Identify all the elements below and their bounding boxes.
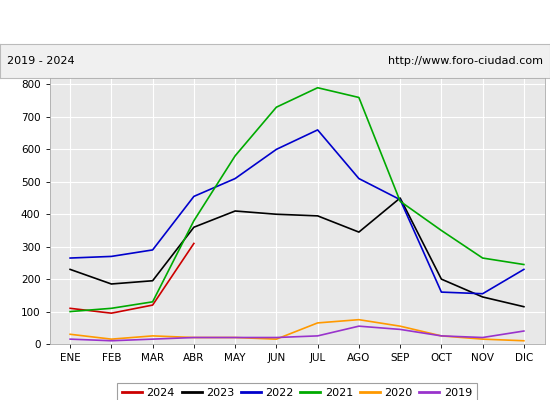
Text: http://www.foro-ciudad.com: http://www.foro-ciudad.com [388, 56, 543, 66]
Text: Evolucion Nº Turistas Nacionales en el municipio de Tolbaños: Evolucion Nº Turistas Nacionales en el m… [52, 14, 498, 30]
Text: 2019 - 2024: 2019 - 2024 [7, 56, 74, 66]
Legend: 2024, 2023, 2022, 2021, 2020, 2019: 2024, 2023, 2022, 2021, 2020, 2019 [117, 383, 477, 400]
